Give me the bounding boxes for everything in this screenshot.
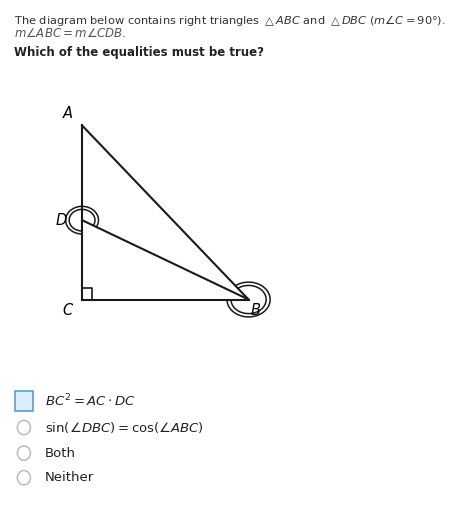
- Circle shape: [17, 420, 30, 435]
- Text: $\sin(\angle DBC) = \cos(\angle ABC)$: $\sin(\angle DBC) = \cos(\angle ABC)$: [45, 420, 204, 435]
- Text: $D$: $D$: [55, 212, 67, 228]
- Text: Neither: Neither: [45, 471, 94, 484]
- Circle shape: [17, 471, 30, 485]
- Text: $B$: $B$: [250, 302, 261, 318]
- Text: The diagram below contains right triangles $\triangle ABC$ and $\triangle DBC$ (: The diagram below contains right triangl…: [14, 13, 446, 28]
- Circle shape: [17, 446, 30, 460]
- Text: Which of the equalities must be true?: Which of the equalities must be true?: [14, 46, 264, 59]
- Text: $BC^2 = AC \cdot DC$: $BC^2 = AC \cdot DC$: [45, 393, 136, 409]
- Text: $m\angle ABC = m\angle CDB.$: $m\angle ABC = m\angle CDB.$: [14, 27, 127, 39]
- Text: $A$: $A$: [62, 104, 74, 121]
- FancyBboxPatch shape: [15, 391, 33, 411]
- Text: $C$: $C$: [62, 302, 74, 318]
- Text: Both: Both: [45, 446, 76, 460]
- FancyBboxPatch shape: [17, 393, 31, 409]
